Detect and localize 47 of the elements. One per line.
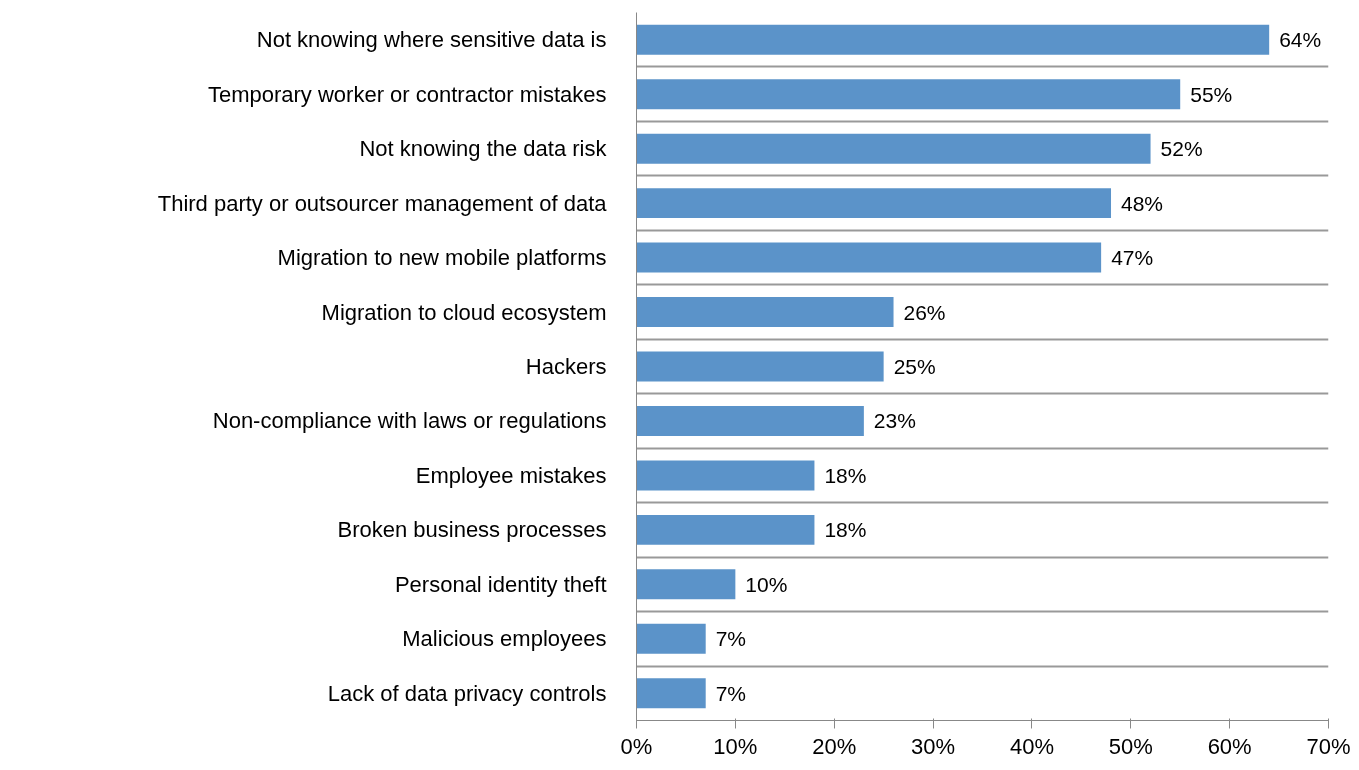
data-label: 25%: [893, 355, 936, 378]
x-tick-label: 60%: [1207, 733, 1252, 759]
y-tick-label: Hackers: [525, 354, 607, 379]
bar: [636, 678, 706, 709]
x-tick-label: 70%: [1306, 733, 1351, 759]
bar: [636, 133, 1151, 164]
data-label: 7%: [715, 627, 747, 651]
data-label: 47%: [1111, 246, 1154, 270]
bar: [636, 79, 1181, 110]
data-label: 52%: [1160, 137, 1203, 161]
y-tick-label: Lack of data privacy controls: [327, 680, 607, 706]
data-label: 64%: [1279, 28, 1322, 52]
x-tick-label: 30%: [911, 733, 956, 759]
y-tick-label: Malicious employees: [402, 626, 607, 652]
bar: [636, 623, 706, 654]
y-tick-label: Broken business processes: [337, 517, 607, 543]
bar: [636, 242, 1102, 273]
bar: [636, 569, 736, 600]
y-tick-label: Personal identity theft: [394, 571, 607, 597]
x-tick-label: 20%: [812, 733, 857, 759]
bar: [636, 514, 815, 545]
data-label: 18%: [824, 518, 867, 542]
x-tick-label: 10%: [713, 733, 758, 759]
data-label: 10%: [745, 572, 788, 596]
y-tick-label: Third party or outsourcer management of data: [157, 190, 608, 216]
y-tick-label: Not knowing the data risk: [359, 136, 608, 162]
y-tick-label: Migration to new mobile platforms: [277, 245, 607, 271]
bar: [636, 297, 894, 328]
y-tick-label: Temporary worker or contractor mistakes: [207, 81, 607, 107]
x-tick-label: 40%: [1009, 733, 1054, 759]
y-tick-label: Employee mistakes: [415, 462, 607, 488]
data-label: 26%: [903, 300, 946, 324]
bar: [636, 188, 1112, 219]
x-tick-label: 0%: [620, 733, 653, 759]
data-label: 7%: [715, 681, 747, 705]
data-label: 55%: [1190, 82, 1233, 106]
data-label: 48%: [1121, 191, 1164, 215]
y-tick-label: Non-compliance with laws or regulations: [212, 408, 607, 434]
y-tick-label: Migration to cloud ecosystem: [321, 299, 607, 325]
bar: [636, 460, 815, 491]
bar: [636, 24, 1270, 55]
data-label: 18%: [824, 463, 867, 487]
x-tick-label: 50%: [1108, 733, 1153, 759]
bar: [636, 405, 864, 436]
data-label: 23%: [873, 409, 916, 433]
bar: [636, 351, 884, 382]
y-tick-label: Not knowing where sensitive data is: [256, 27, 607, 53]
